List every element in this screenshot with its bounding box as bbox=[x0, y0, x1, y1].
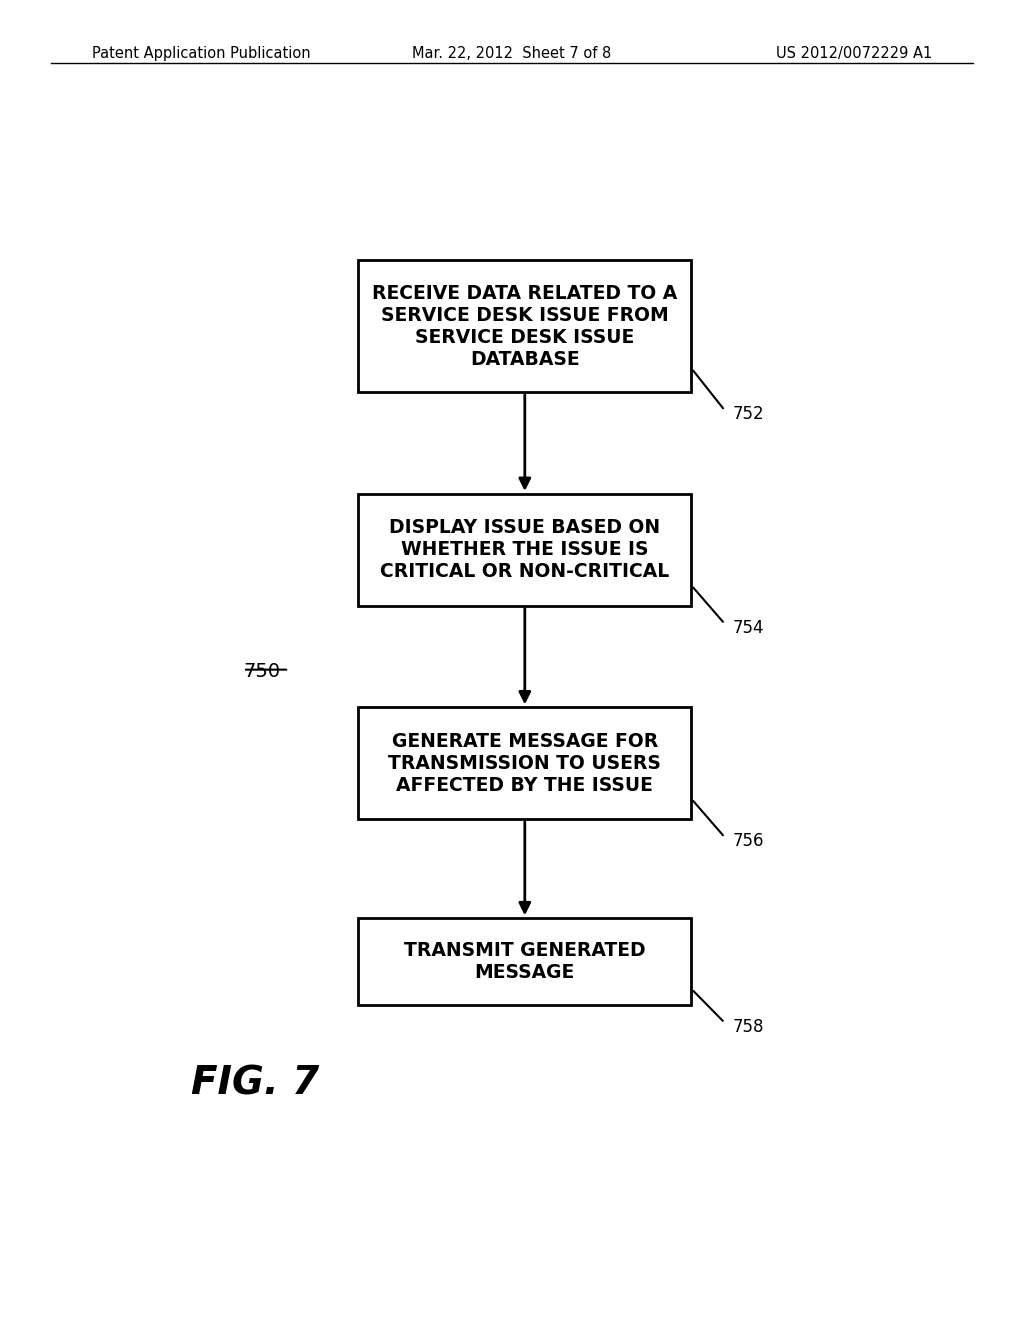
Text: Patent Application Publication: Patent Application Publication bbox=[92, 46, 311, 61]
Text: US 2012/0072229 A1: US 2012/0072229 A1 bbox=[775, 46, 932, 61]
Text: Mar. 22, 2012  Sheet 7 of 8: Mar. 22, 2012 Sheet 7 of 8 bbox=[413, 46, 611, 61]
Bar bbox=[358, 494, 691, 606]
Text: 750: 750 bbox=[243, 661, 281, 681]
Text: DISPLAY ISSUE BASED ON
WHETHER THE ISSUE IS
CRITICAL OR NON-CRITICAL: DISPLAY ISSUE BASED ON WHETHER THE ISSUE… bbox=[380, 519, 670, 581]
Text: 754: 754 bbox=[733, 619, 764, 636]
Text: 752: 752 bbox=[733, 405, 764, 424]
Text: TRANSMIT GENERATED
MESSAGE: TRANSMIT GENERATED MESSAGE bbox=[404, 941, 645, 982]
Text: 756: 756 bbox=[733, 833, 764, 850]
Bar bbox=[358, 708, 691, 818]
Text: 758: 758 bbox=[733, 1018, 764, 1036]
Bar bbox=[358, 260, 691, 392]
Text: GENERATE MESSAGE FOR
TRANSMISSION TO USERS
AFFECTED BY THE ISSUE: GENERATE MESSAGE FOR TRANSMISSION TO USE… bbox=[388, 731, 662, 795]
Text: RECEIVE DATA RELATED TO A
SERVICE DESK ISSUE FROM
SERVICE DESK ISSUE
DATABASE: RECEIVE DATA RELATED TO A SERVICE DESK I… bbox=[372, 284, 678, 368]
Text: FIG. 7: FIG. 7 bbox=[191, 1064, 319, 1102]
Bar bbox=[358, 919, 691, 1005]
